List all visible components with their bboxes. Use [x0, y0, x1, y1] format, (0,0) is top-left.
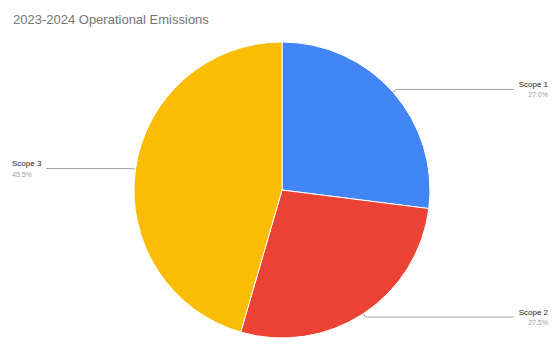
svg-text:Scope 2: Scope 2	[519, 308, 549, 317]
svg-text:2023-2024 Operational Emission: 2023-2024 Operational Emissions	[13, 12, 209, 27]
svg-text:Scope 1: Scope 1	[519, 80, 549, 89]
svg-text:27.5%: 27.5%	[528, 319, 548, 326]
svg-text:27.0%: 27.0%	[528, 91, 548, 98]
svg-text:45.5%: 45.5%	[12, 171, 32, 178]
svg-text:Scope 3: Scope 3	[12, 159, 42, 168]
